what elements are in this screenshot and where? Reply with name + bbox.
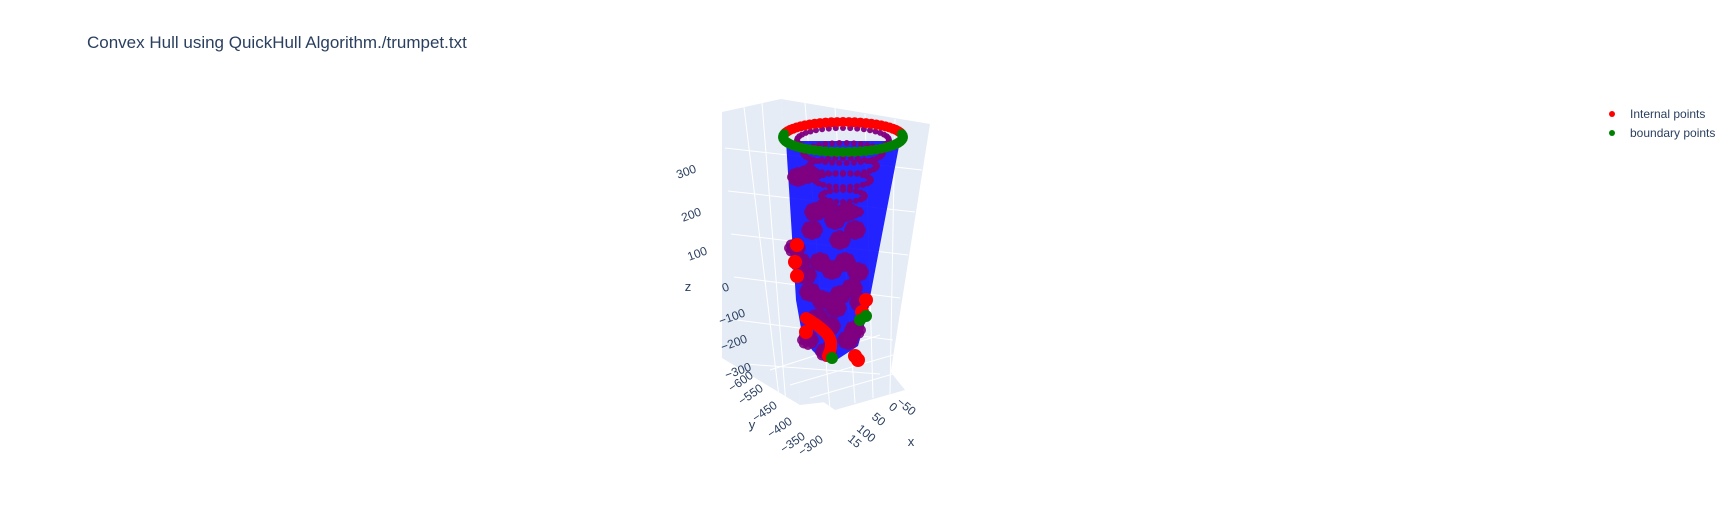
internal-point bbox=[829, 140, 836, 147]
internal-point bbox=[854, 155, 861, 162]
internal-point bbox=[829, 317, 840, 328]
internal-point bbox=[854, 221, 865, 232]
internal-point bbox=[825, 155, 832, 162]
floor-xy bbox=[760, 340, 905, 410]
internal-point bbox=[873, 161, 880, 168]
internal-point bbox=[807, 165, 818, 176]
internal-point bbox=[872, 128, 879, 135]
internal-point bbox=[827, 188, 834, 195]
internal-point bbox=[824, 199, 835, 210]
internal-point bbox=[857, 141, 864, 147]
internal-point bbox=[829, 159, 836, 166]
internal-point bbox=[850, 159, 857, 166]
internal-point bbox=[846, 187, 853, 194]
internal-point bbox=[851, 353, 865, 367]
internal-point bbox=[861, 156, 868, 163]
internal-points-group bbox=[780, 117, 906, 367]
back-wall-yz bbox=[722, 99, 800, 405]
internal-point bbox=[813, 158, 820, 164]
boundary-point bbox=[897, 130, 908, 141]
legend-marker-boundary bbox=[1609, 129, 1615, 136]
internal-point bbox=[809, 283, 820, 294]
internal-point bbox=[854, 183, 860, 190]
internal-point bbox=[840, 187, 846, 193]
internal-point bbox=[885, 135, 892, 142]
legend-item-boundary[interactable]: boundary points bbox=[1600, 123, 1715, 142]
internal-point bbox=[813, 127, 819, 134]
internal-point bbox=[851, 279, 862, 290]
internal-point bbox=[807, 128, 814, 135]
internal-point bbox=[822, 141, 829, 147]
internal-point bbox=[843, 160, 850, 166]
legend-marker-internal bbox=[1609, 110, 1615, 117]
internal-point bbox=[820, 172, 827, 179]
legend-label-boundary: boundary points bbox=[1630, 125, 1716, 140]
internal-point bbox=[859, 293, 873, 307]
internal-point bbox=[850, 140, 857, 147]
internal-point bbox=[867, 175, 873, 182]
internal-point bbox=[833, 187, 840, 194]
internal-point bbox=[857, 196, 864, 203]
internal-point bbox=[867, 127, 873, 134]
internal-point bbox=[859, 181, 866, 188]
internal-point bbox=[802, 129, 809, 136]
internal-point bbox=[836, 140, 843, 146]
internal-point bbox=[835, 299, 846, 310]
chart-title: Convex Hull using QuickHull Algorithm./t… bbox=[87, 33, 467, 52]
z-tick-label: 0 bbox=[720, 280, 731, 296]
internal-point bbox=[818, 156, 825, 163]
z-tick-label: 200 bbox=[679, 205, 703, 225]
boundary-point bbox=[826, 352, 838, 364]
boundary-points-group bbox=[778, 129, 908, 364]
x-tick-label: 50 bbox=[869, 410, 888, 430]
internal-point bbox=[832, 170, 839, 177]
legend-item-internal[interactable]: Internal points bbox=[1600, 104, 1715, 123]
internal-point bbox=[811, 221, 822, 232]
internal-point bbox=[846, 203, 857, 214]
internal-point bbox=[821, 291, 832, 302]
x-axis-title: x bbox=[908, 434, 915, 449]
internal-point bbox=[843, 140, 850, 146]
internal-point bbox=[817, 309, 828, 320]
boundary-point bbox=[854, 314, 866, 326]
internal-point bbox=[840, 170, 846, 176]
internal-point bbox=[844, 253, 855, 264]
internal-point bbox=[822, 189, 829, 196]
internal-point bbox=[856, 207, 863, 214]
z-axis-ticks: 300 200 100 0 −100 −200 −300 bbox=[674, 162, 753, 383]
legend-label-internal: Internal points bbox=[1630, 106, 1706, 121]
internal-point bbox=[852, 197, 859, 204]
internal-point bbox=[857, 263, 868, 274]
internal-point bbox=[860, 191, 867, 198]
internal-point bbox=[819, 253, 830, 264]
internal-point bbox=[847, 170, 854, 177]
internal-point bbox=[826, 183, 832, 190]
y-axis-title: y bbox=[749, 417, 756, 432]
z-tick-label: 300 bbox=[674, 162, 698, 182]
internal-point bbox=[833, 198, 840, 205]
internal-point bbox=[788, 255, 802, 269]
z-tick-label: 100 bbox=[685, 244, 709, 264]
internal-point bbox=[852, 188, 859, 195]
internal-point bbox=[790, 238, 804, 252]
internal-point bbox=[866, 168, 873, 174]
internal-point bbox=[854, 170, 860, 177]
internal-point bbox=[826, 170, 832, 177]
legend[interactable]: Internal points boundary points bbox=[1600, 104, 1715, 142]
internal-point bbox=[799, 325, 813, 339]
internal-point bbox=[836, 160, 843, 166]
internal-point bbox=[790, 269, 804, 283]
boundary-point bbox=[779, 129, 790, 140]
internal-point bbox=[839, 231, 850, 242]
z-axis-title: z bbox=[685, 279, 692, 294]
